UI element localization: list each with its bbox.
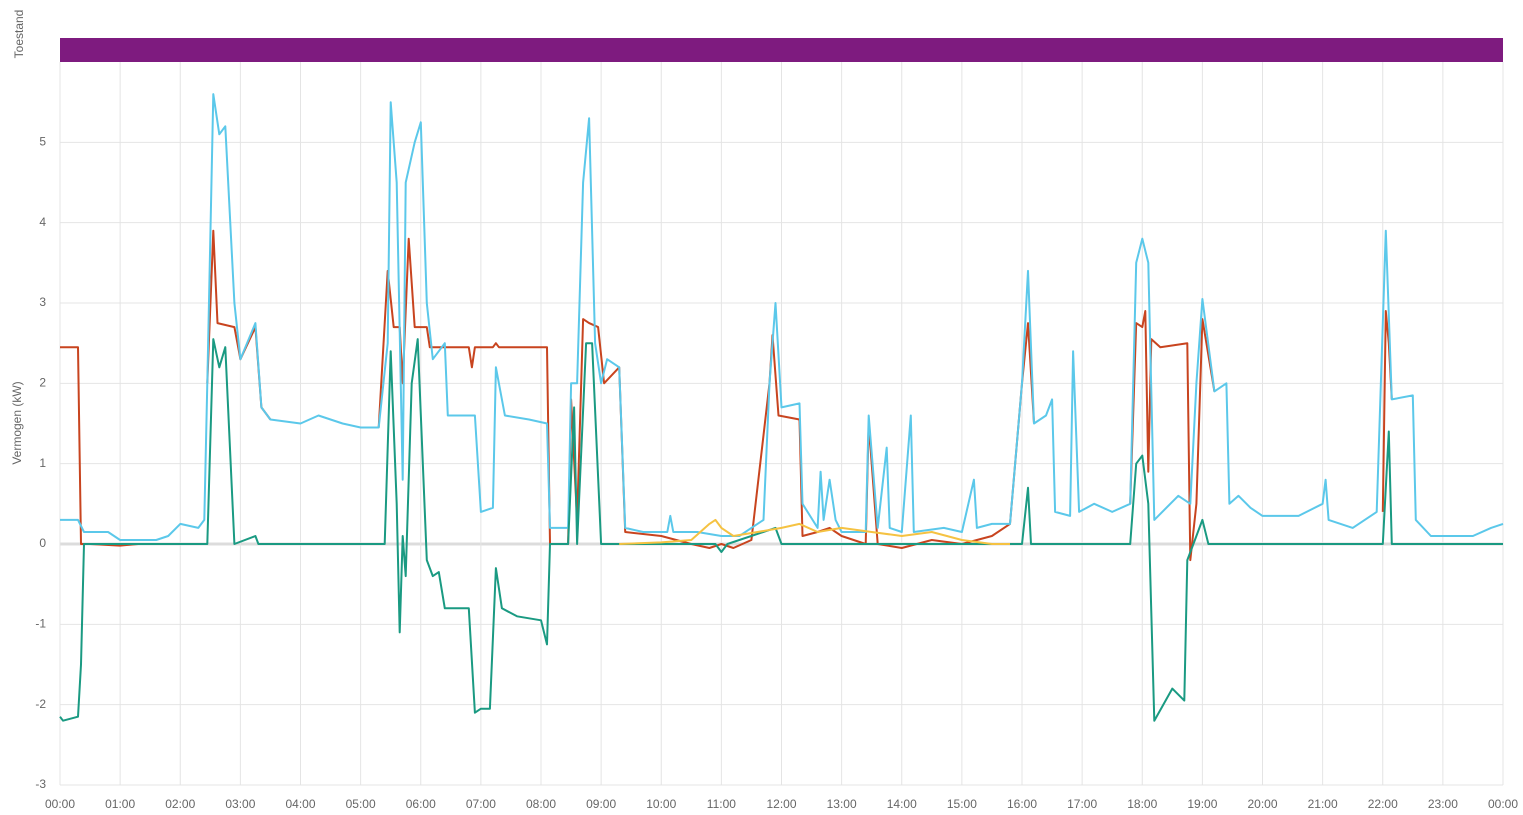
x-tick-label: 16:00 (1007, 797, 1037, 811)
y-tick-label: 1 (39, 456, 46, 470)
x-tick-label: 11:00 (707, 797, 736, 811)
x-tick-label: 06:00 (406, 797, 436, 811)
x-tick-label: 00:00 (45, 797, 75, 811)
x-tick-label: 02:00 (165, 797, 195, 811)
x-tick-label: 05:00 (346, 797, 376, 811)
x-tick-label: 23:00 (1428, 797, 1458, 811)
x-tick-label: 09:00 (586, 797, 616, 811)
y-tick-label: 3 (39, 295, 46, 309)
x-tick-label: 03:00 (225, 797, 255, 811)
x-tick-label: 12:00 (766, 797, 796, 811)
status-label: Toestand (12, 10, 26, 59)
x-tick-label: 07:00 (466, 797, 496, 811)
status-bar (60, 38, 1503, 62)
series-line (619, 518, 1010, 545)
y-tick-label: 5 (39, 135, 46, 149)
x-tick-label: 00:00 (1488, 797, 1518, 811)
x-tick-label: 08:00 (526, 797, 556, 811)
y-tick-label: 2 (39, 376, 46, 390)
x-tick-label: 04:00 (285, 797, 315, 811)
x-tick-label: 20:00 (1247, 797, 1277, 811)
series-line (60, 93, 1504, 541)
x-tick-label: 10:00 (646, 797, 676, 811)
x-tick-label: 19:00 (1187, 797, 1217, 811)
y-tick-label: 4 (39, 215, 46, 229)
x-tick-label: 22:00 (1368, 797, 1398, 811)
x-tick-label: 21:00 (1308, 797, 1338, 811)
y-tick-label: -3 (35, 777, 46, 791)
x-tick-label: 15:00 (947, 797, 977, 811)
x-tick-label: 17:00 (1067, 797, 1097, 811)
y-tick-label: -2 (35, 697, 46, 711)
x-tick-label: 13:00 (827, 797, 857, 811)
x-tick-label: 18:00 (1127, 797, 1157, 811)
y-tick-label: 0 (39, 536, 46, 550)
series-line (59, 338, 1503, 722)
x-tick-label: 14:00 (887, 797, 917, 811)
y-axis-label: Vermogen (kW) (10, 381, 24, 464)
y-tick-label: -1 (35, 617, 46, 631)
x-tick-label: 01:00 (105, 797, 135, 811)
